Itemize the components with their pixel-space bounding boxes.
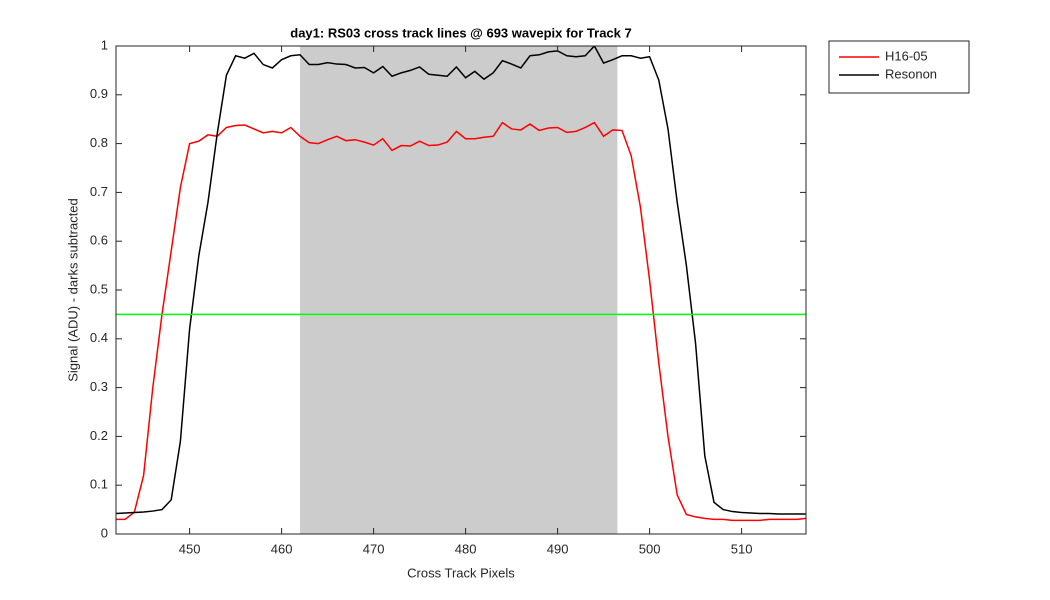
- chart-title: day1: RS03 cross track lines @ 693 wavep…: [290, 25, 631, 40]
- y-axis-label: Signal (ADU) - darks subtracted: [65, 198, 80, 382]
- y-tick-label: 0.6: [90, 233, 108, 248]
- x-tick-label: 490: [547, 541, 569, 556]
- y-tick-label: 0.8: [90, 135, 108, 150]
- y-tick-label: 0.5: [90, 281, 108, 296]
- x-tick-label: 460: [271, 541, 293, 556]
- x-tick-label: 450: [179, 541, 201, 556]
- series-line: [116, 46, 806, 515]
- y-tick-label: 0.4: [90, 330, 108, 345]
- x-tick-label: 500: [639, 541, 661, 556]
- legend-label: H16-05: [885, 48, 928, 63]
- legend-box: [828, 40, 970, 94]
- legend-label: Resonon: [885, 66, 937, 81]
- x-tick-label: 480: [455, 541, 477, 556]
- y-tick-label: 0.3: [90, 379, 108, 394]
- y-tick-label: 0: [101, 525, 108, 540]
- shaded-region: [300, 46, 618, 534]
- y-tick-label: 0.7: [90, 184, 108, 199]
- y-tick-label: 0.1: [90, 477, 108, 492]
- y-tick-label: 0.2: [90, 428, 108, 443]
- x-tick-label: 510: [731, 541, 753, 556]
- y-tick-label: 0.9: [90, 86, 108, 101]
- x-tick-label: 470: [363, 541, 385, 556]
- plot-content: [116, 46, 806, 534]
- series-line: [116, 121, 806, 522]
- y-tick-label: 1: [101, 37, 108, 52]
- x-axis-label: Cross Track Pixels: [407, 565, 515, 580]
